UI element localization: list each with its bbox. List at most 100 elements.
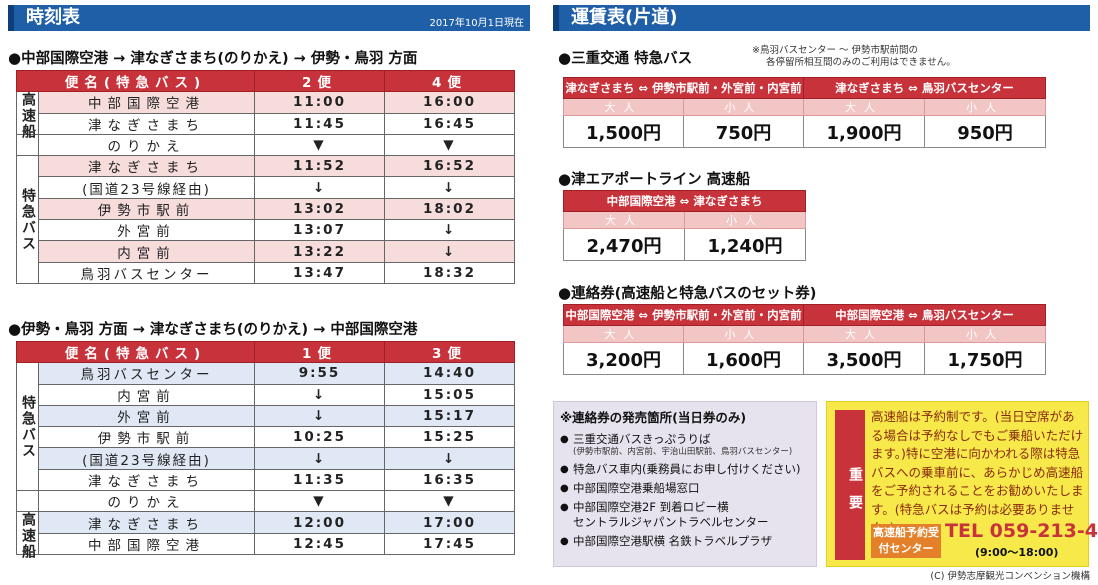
- price-cell: 1,750円: [924, 342, 1046, 375]
- transfer-label: のりかえ: [38, 490, 255, 513]
- table-header: 便名(特急バス) 1便 3便: [16, 340, 515, 364]
- time-cell: 13:07: [254, 219, 385, 242]
- stop-name: 津なぎさまち: [38, 112, 255, 135]
- price-cell: 3,500円: [803, 342, 925, 375]
- table-row: 内宮前 13:22 ↓: [17, 240, 515, 263]
- table-row: 伊勢市駅前 10:25 15:25: [17, 426, 515, 449]
- transfer-row: のりかえ ▼ ▼: [16, 490, 515, 513]
- time-cell: 15:25: [384, 426, 515, 449]
- fare-title: 運賃表(片道): [571, 7, 678, 28]
- fare-table-bus: 津なぎさまち ⇔ 伊勢市駅前・外宮前・内宮前 津なぎさまち ⇔ 鳥羽バスセンター…: [563, 77, 1046, 148]
- table-row: 伊勢市駅前 13:02 18:02: [17, 197, 515, 221]
- fare3-title: ●連絡券(高速船と特急バスのセット券): [558, 284, 817, 302]
- important-text: 高速船は予約制です。(当日空席がある場合は予約なしでもご乗船いただけます。)特に…: [871, 409, 1084, 535]
- stop-name: 伊勢市駅前: [38, 197, 255, 221]
- timetable-outbound: 便名(特急バス) 2便 4便 高速船 中部国際空港 11:00 16:00 津な…: [16, 69, 515, 284]
- class-label: 大人: [803, 325, 925, 343]
- sales-list: 三重交通バスきっぷうりば(伊勢市駅前、内宮前、宇治山田駅前、鳥羽バスセンター) …: [554, 426, 816, 549]
- list-item: 中部国際空港駅横 名鉄トラベルプラザ: [560, 534, 812, 549]
- header-col2: 3便: [384, 340, 515, 364]
- route-label: 中部国際空港 ⇔ 津なぎさまち: [563, 190, 806, 212]
- route-row: 津なぎさまち ⇔ 伊勢市駅前・外宮前・内宮前 津なぎさまち ⇔ 鳥羽バスセンター: [563, 77, 1046, 99]
- table-row: 津なぎさまち 11:45 16:45: [17, 112, 515, 135]
- timetable-return: 便名(特急バス) 1便 3便 特急バス 鳥羽バスセンター 9:55 14:40 …: [16, 340, 515, 560]
- price-cell: 1,600円: [683, 342, 804, 375]
- sales-title: ※連絡券の発売箇所(当日券のみ): [560, 410, 747, 425]
- route-row: 中部国際空港 ⇔ 津なぎさまち: [563, 190, 806, 212]
- list-item: 特急バス車内(乗務員にお申し付けください): [560, 462, 812, 477]
- time-cell: 18:32: [384, 261, 515, 284]
- fare2-title: ●津エアポートライン 高速船: [558, 170, 751, 188]
- effective-date: 2017年10月1日現在: [429, 18, 524, 29]
- class-label: 大人: [563, 211, 685, 229]
- stop-name: 内宮前: [38, 383, 255, 406]
- group-label-ferry: 高速船: [16, 91, 39, 140]
- important-badge: 重要: [835, 410, 865, 560]
- class-row: 大人 小人: [563, 211, 806, 229]
- header-service: 便名(特急バス): [16, 69, 255, 93]
- time-cell: 16:52: [384, 155, 515, 178]
- class-label: 大人: [563, 98, 684, 116]
- group-label-bus: 特急バス: [16, 362, 39, 492]
- price-row: 1,500円 750円 1,900円 950円: [563, 115, 1046, 148]
- list-item: 三重交通バスきっぷうりば(伊勢市駅前、内宮前、宇治山田駅前、鳥羽バスセンター): [560, 432, 812, 458]
- class-label: 小人: [683, 325, 804, 343]
- time-cell: 13:47: [254, 261, 385, 284]
- table-row: 鳥羽バスセンター 13:47 18:32: [17, 261, 515, 284]
- table-row: 外宮前 13:07 ↓: [17, 219, 515, 242]
- route2-title: ●伊勢・鳥羽 方面 → 津なぎさまち(のりかえ) → 中部国際空港: [8, 320, 418, 338]
- price-row: 3,200円 1,600円 3,500円 1,750円: [563, 342, 1046, 375]
- class-label: 大人: [563, 325, 684, 343]
- stop-name: (国道23号線経由): [38, 447, 255, 470]
- class-label: 小人: [924, 98, 1046, 116]
- class-row: 大人 小人 大人 小人: [563, 98, 1046, 116]
- header-service: 便名(特急バス): [16, 340, 255, 364]
- stop-name: 鳥羽バスセンター: [38, 362, 255, 385]
- route-row: 中部国際空港 ⇔ 伊勢市駅前・外宮前・内宮前 中部国際空港 ⇔ 鳥羽バスセンター: [563, 304, 1046, 326]
- list-item: 中部国際空港乗船場窓口: [560, 481, 812, 496]
- stop-name: 津なぎさまち: [38, 468, 255, 492]
- pass-arrow-icon: ↓: [254, 404, 385, 428]
- timetable-title: 時刻表: [26, 7, 80, 28]
- transfer-arrow-icon: ▼: [384, 133, 515, 157]
- header-col2: 4便: [384, 69, 515, 93]
- price-cell: 1,500円: [563, 115, 684, 148]
- timetable-header: 時刻表 2017年10月1日現在: [8, 5, 530, 31]
- pass-arrow-icon: ↓: [384, 447, 515, 470]
- table-row: 外宮前 ↓ 15:17: [17, 404, 515, 428]
- class-row: 大人 小人 大人 小人: [563, 325, 1046, 343]
- table-row: 津なぎさまち 11:35 16:35: [17, 468, 515, 492]
- pass-arrow-icon: ↓: [254, 383, 385, 406]
- price-cell: 750円: [683, 115, 804, 148]
- table-row: 特急バス 鳥羽バスセンター 9:55 14:40: [16, 362, 515, 492]
- time-cell: 15:05: [384, 383, 515, 406]
- time-cell: 11:45: [254, 112, 385, 135]
- time-cell: 13:02: [254, 197, 385, 221]
- route-label: 津なぎさまち ⇔ 伊勢市駅前・外宮前・内宮前: [563, 77, 804, 99]
- time-cell: 14:40: [384, 362, 515, 385]
- time-cell: 10:25: [254, 426, 385, 449]
- stop-name: 外宮前: [38, 219, 255, 242]
- time-cell: 13:22: [254, 240, 385, 263]
- table-row: (国道23号線経由) ↓ ↓: [17, 447, 515, 470]
- fare1-note: ※鳥羽バスセンター 〜 伊勢市駅前間の 各停留所相互間のみのご利用はできません。: [752, 45, 956, 69]
- transfer-label: のりかえ: [38, 133, 255, 157]
- time-cell: 11:52: [254, 155, 385, 178]
- fare-header: 運賃表(片道): [553, 5, 1090, 31]
- time-cell: 16:35: [384, 468, 515, 492]
- reservation-center-label: 高速船予約受付センター: [871, 524, 941, 558]
- table-row: (国道23号線経由) ↓ ↓: [17, 176, 515, 199]
- sales-locations-box: ※連絡券の発売箇所(当日券のみ) 三重交通バスきっぷうりば(伊勢市駅前、内宮前、…: [553, 401, 817, 567]
- table-row: 内宮前 ↓ 15:05: [17, 383, 515, 406]
- stop-name: 中部国際空港: [38, 91, 255, 114]
- phone-number[interactable]: TEL 059-213-4111: [945, 520, 1098, 542]
- price-cell: 3,200円: [563, 342, 684, 375]
- pass-arrow-icon: ↓: [384, 219, 515, 242]
- time-cell: 11:35: [254, 468, 385, 492]
- time-cell: 12:45: [254, 532, 385, 555]
- class-label: 大人: [803, 98, 925, 116]
- table-row: 高速船 津なぎさまち 12:00 17:00: [16, 511, 515, 560]
- header-col1: 1便: [254, 340, 385, 364]
- stop-name: 中部国際空港: [38, 532, 255, 555]
